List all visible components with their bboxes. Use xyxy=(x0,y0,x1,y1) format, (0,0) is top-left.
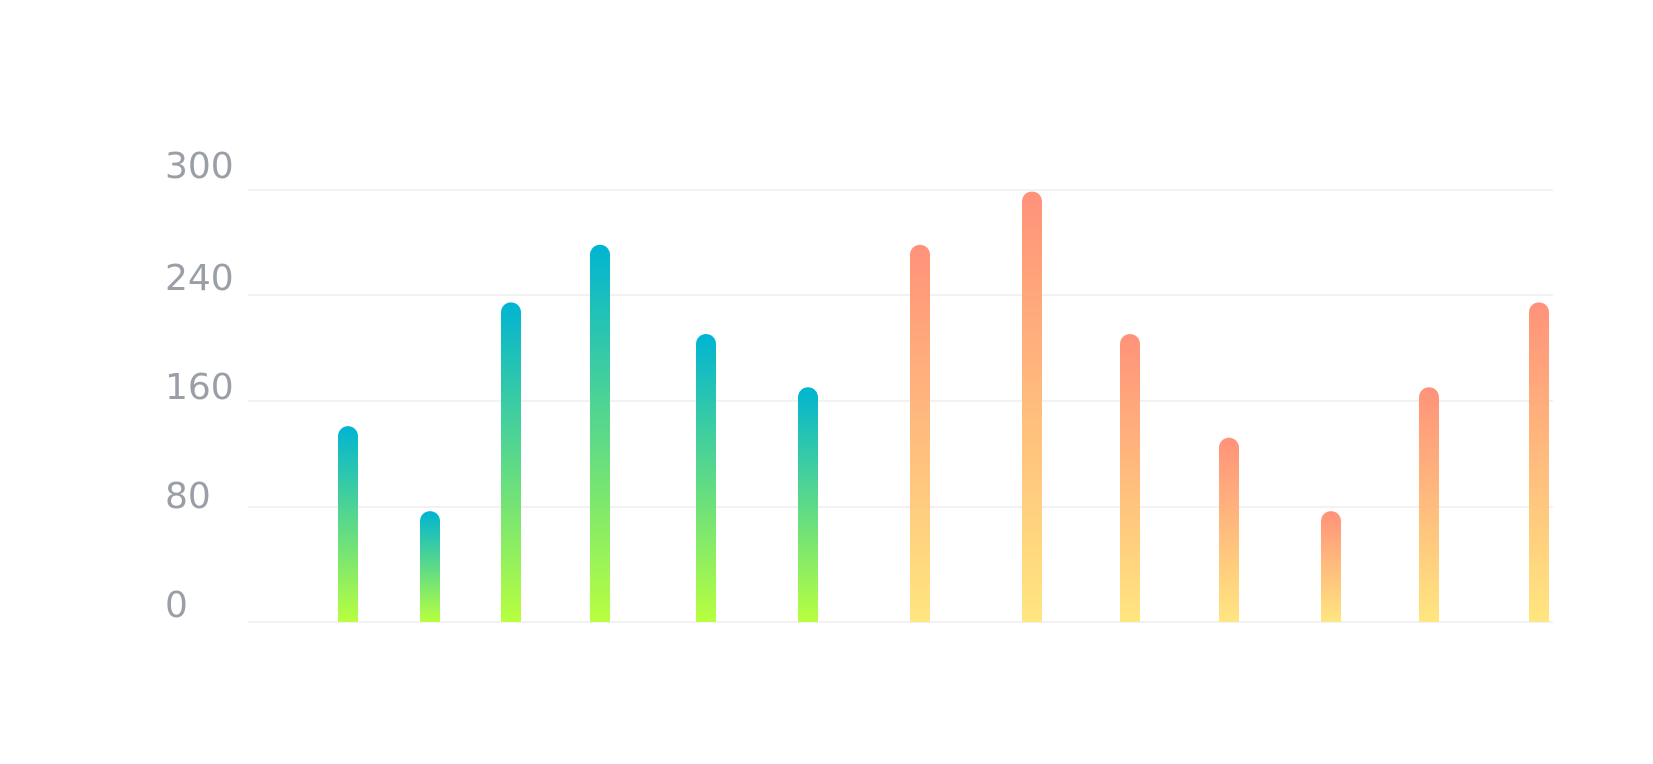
bar-2 xyxy=(420,511,440,622)
bar-13 xyxy=(1529,302,1549,622)
bar-1 xyxy=(338,426,358,622)
bar-6 xyxy=(798,387,818,622)
bar-12 xyxy=(1419,387,1439,622)
y-tick-label: 160 xyxy=(165,367,234,408)
bar-8 xyxy=(1022,191,1042,622)
y-tick-label: 240 xyxy=(165,258,234,299)
y-tick-label: 80 xyxy=(165,476,211,517)
bar-4 xyxy=(590,244,610,622)
bar-7 xyxy=(910,244,930,622)
y-tick-label: 300 xyxy=(165,146,234,187)
bar-10 xyxy=(1219,437,1239,622)
y-tick-label: 0 xyxy=(165,585,188,626)
bar-9 xyxy=(1120,334,1140,622)
grid-lines xyxy=(248,189,1553,623)
bar-3 xyxy=(501,302,521,622)
bar-11 xyxy=(1321,511,1341,622)
bars xyxy=(338,191,1549,622)
y-axis-ticks: 0 80 160 240 300 xyxy=(165,146,234,626)
bar-5 xyxy=(696,334,716,622)
